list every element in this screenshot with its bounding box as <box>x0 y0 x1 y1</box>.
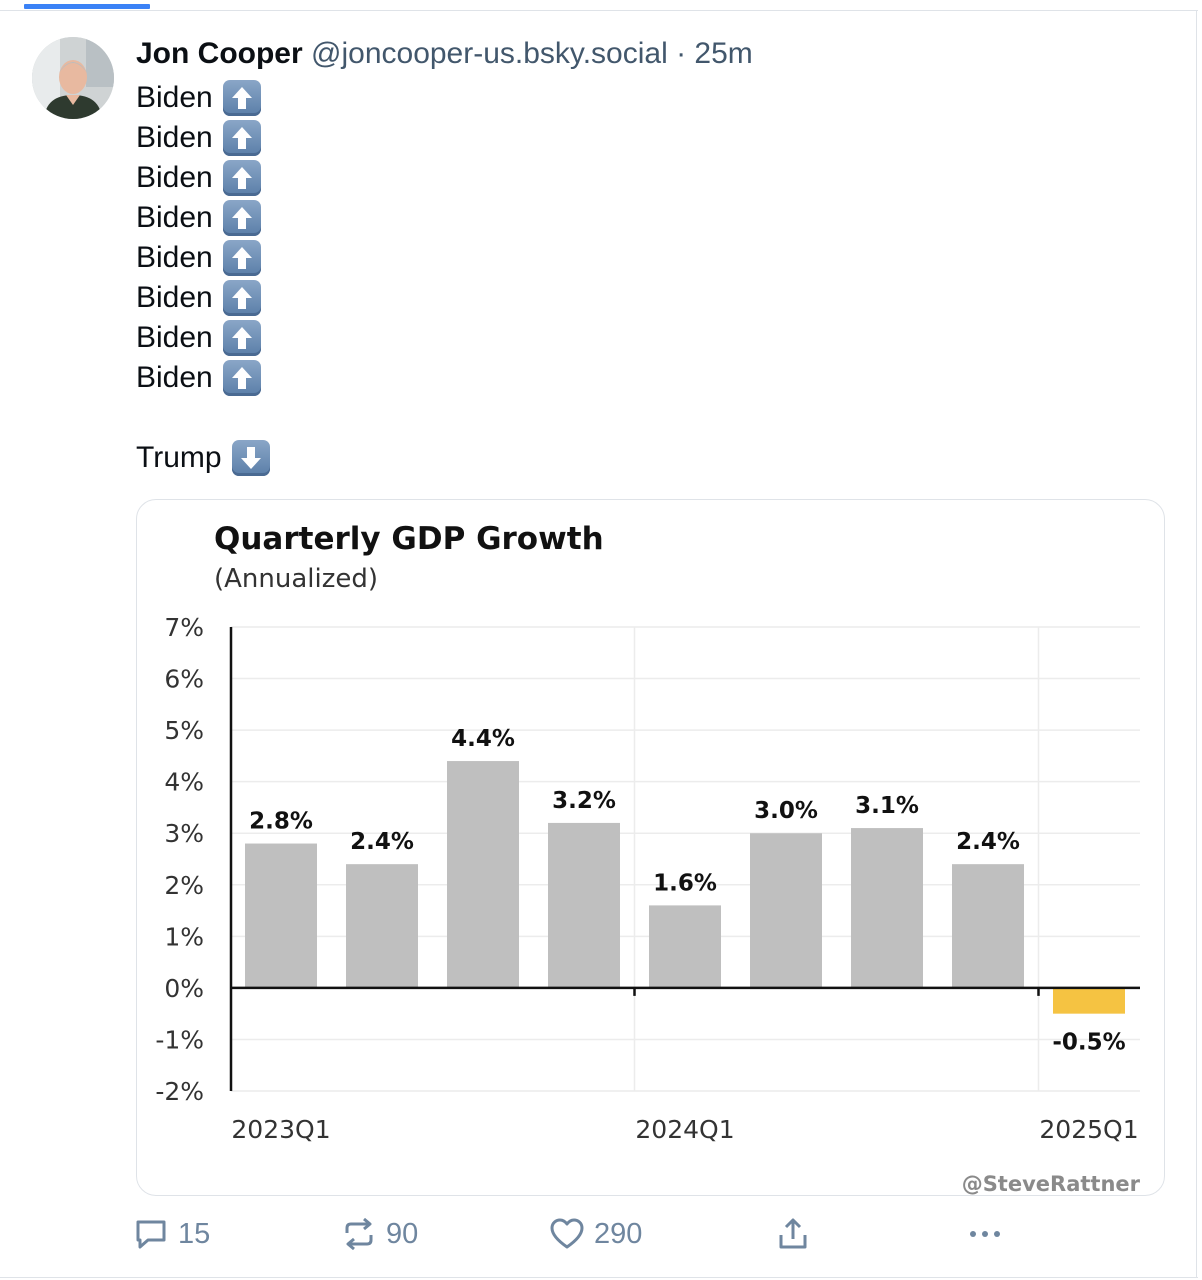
repost-count: 90 <box>386 1217 419 1250</box>
up-arrow-emoji-icon <box>222 280 261 316</box>
post-line-text: Biden <box>136 81 213 114</box>
y-tick-label: 5% <box>164 716 204 745</box>
data-label: 4.4% <box>451 726 515 752</box>
bar <box>952 864 1024 988</box>
y-tick-label: -2% <box>155 1077 204 1106</box>
top-border <box>0 10 1198 11</box>
bar <box>750 833 822 988</box>
heart-icon <box>550 1218 584 1249</box>
active-tab-indicator <box>24 4 150 9</box>
up-arrow-emoji-icon <box>222 320 261 356</box>
data-label: 3.0% <box>754 798 818 824</box>
y-tick-label: -1% <box>155 1025 204 1054</box>
more-options-button[interactable] <box>966 1210 1016 1258</box>
data-label: 3.1% <box>855 793 919 819</box>
up-arrow-emoji-icon <box>222 200 261 236</box>
avatar-image <box>32 37 114 119</box>
data-label: -0.5% <box>1052 1030 1125 1056</box>
x-tick-label: 2025Q1 <box>1039 1115 1138 1144</box>
post-text: Biden Biden Biden Biden Biden Biden Bide… <box>136 78 261 398</box>
data-labels: 2.8% 2.4% 4.4% 3.2% 1.6% 3.0% 3.1% 2.4% -0.5% <box>249 726 1126 1056</box>
y-tick-label: 2% <box>164 871 204 900</box>
right-border <box>1196 10 1197 1278</box>
data-label: 1.6% <box>653 870 717 896</box>
up-arrow-emoji-icon <box>222 360 261 396</box>
post-header: Jon Cooper @joncooper-us.bsky.social · 2… <box>136 36 753 72</box>
data-label: 2.8% <box>249 809 313 835</box>
grid-lines <box>231 626 1140 1092</box>
y-tick-label: 1% <box>164 922 204 951</box>
reply-count: 15 <box>178 1217 211 1250</box>
bar <box>346 864 418 988</box>
y-tick-label: 6% <box>164 665 204 694</box>
repost-button[interactable]: 90 <box>342 1210 418 1258</box>
author-avatar[interactable] <box>32 37 114 119</box>
post-line-text: Biden <box>136 161 213 194</box>
x-tick-label: 2023Q1 <box>231 1115 330 1144</box>
bars <box>245 761 1125 1014</box>
chart-subtitle: (Annualized) <box>214 564 378 594</box>
bar <box>548 822 620 988</box>
bar <box>1053 987 1125 1014</box>
post-line-text: Biden <box>136 201 213 234</box>
post-line: Biden <box>136 278 261 318</box>
more-icon <box>970 1231 1000 1237</box>
data-label: 2.4% <box>350 829 414 855</box>
up-arrow-emoji-icon <box>222 160 261 196</box>
bar <box>851 828 923 988</box>
like-count: 290 <box>594 1217 643 1250</box>
share-button[interactable] <box>776 1210 820 1258</box>
post-line: Biden <box>136 318 261 358</box>
data-label: 3.2% <box>552 788 616 814</box>
post-time[interactable]: 25m <box>694 37 753 70</box>
post-line-text: Biden <box>136 281 213 314</box>
chart-title: Quarterly GDP Growth <box>214 521 604 557</box>
up-arrow-emoji-icon <box>222 80 261 116</box>
up-arrow-emoji-icon <box>222 120 261 156</box>
post-line: Biden <box>136 238 261 278</box>
down-arrow-emoji-icon <box>231 440 270 476</box>
post-actions: 15 90 290 <box>0 1210 1198 1260</box>
post-line-text: Trump <box>136 441 222 474</box>
post-line-text: Biden <box>136 241 213 274</box>
data-label: 2.4% <box>956 829 1020 855</box>
post-line: Biden <box>136 158 261 198</box>
post-line-text: Biden <box>136 321 213 354</box>
author-handle[interactable]: @joncooper-us.bsky.social <box>311 37 668 70</box>
chart-credit: @SteveRattner <box>962 1172 1141 1195</box>
post-line: Biden <box>136 78 261 118</box>
post-line-trump: Trump <box>136 438 270 478</box>
bar <box>245 843 317 988</box>
axes: -2% -1% 0% 1% 2% 3% 4% 5% 6% 7% 2023Q1 2024Q1 2025Q1 <box>155 613 1140 1144</box>
bar <box>649 905 721 988</box>
post-line-text: Biden <box>136 121 213 154</box>
x-tick-label: 2024Q1 <box>635 1115 734 1144</box>
repost-icon <box>345 1218 373 1250</box>
y-tick-label: 4% <box>164 768 204 797</box>
post-line: Biden <box>136 198 261 238</box>
bar <box>447 761 519 988</box>
author-name[interactable]: Jon Cooper <box>136 37 303 70</box>
up-arrow-emoji-icon <box>222 240 261 276</box>
post-line: Biden <box>136 118 261 158</box>
reply-icon <box>136 1220 166 1249</box>
y-tick-label: 0% <box>164 974 204 1003</box>
header-separator: · <box>676 37 687 70</box>
like-button[interactable]: 290 <box>550 1210 642 1258</box>
y-tick-label: 3% <box>164 819 204 848</box>
post-line-text: Biden <box>136 361 213 394</box>
gdp-bar-chart: Quarterly GDP Growth (Annualized) -2% -1%… <box>155 521 1141 1195</box>
image-embed[interactable]: Quarterly GDP Growth (Annualized) -2% -1%… <box>136 499 1165 1196</box>
bottom-border <box>0 1277 1198 1278</box>
y-tick-label: 7% <box>164 613 204 642</box>
share-icon <box>779 1218 807 1249</box>
reply-button[interactable]: 15 <box>134 1210 210 1258</box>
post-line: Biden <box>136 358 261 398</box>
